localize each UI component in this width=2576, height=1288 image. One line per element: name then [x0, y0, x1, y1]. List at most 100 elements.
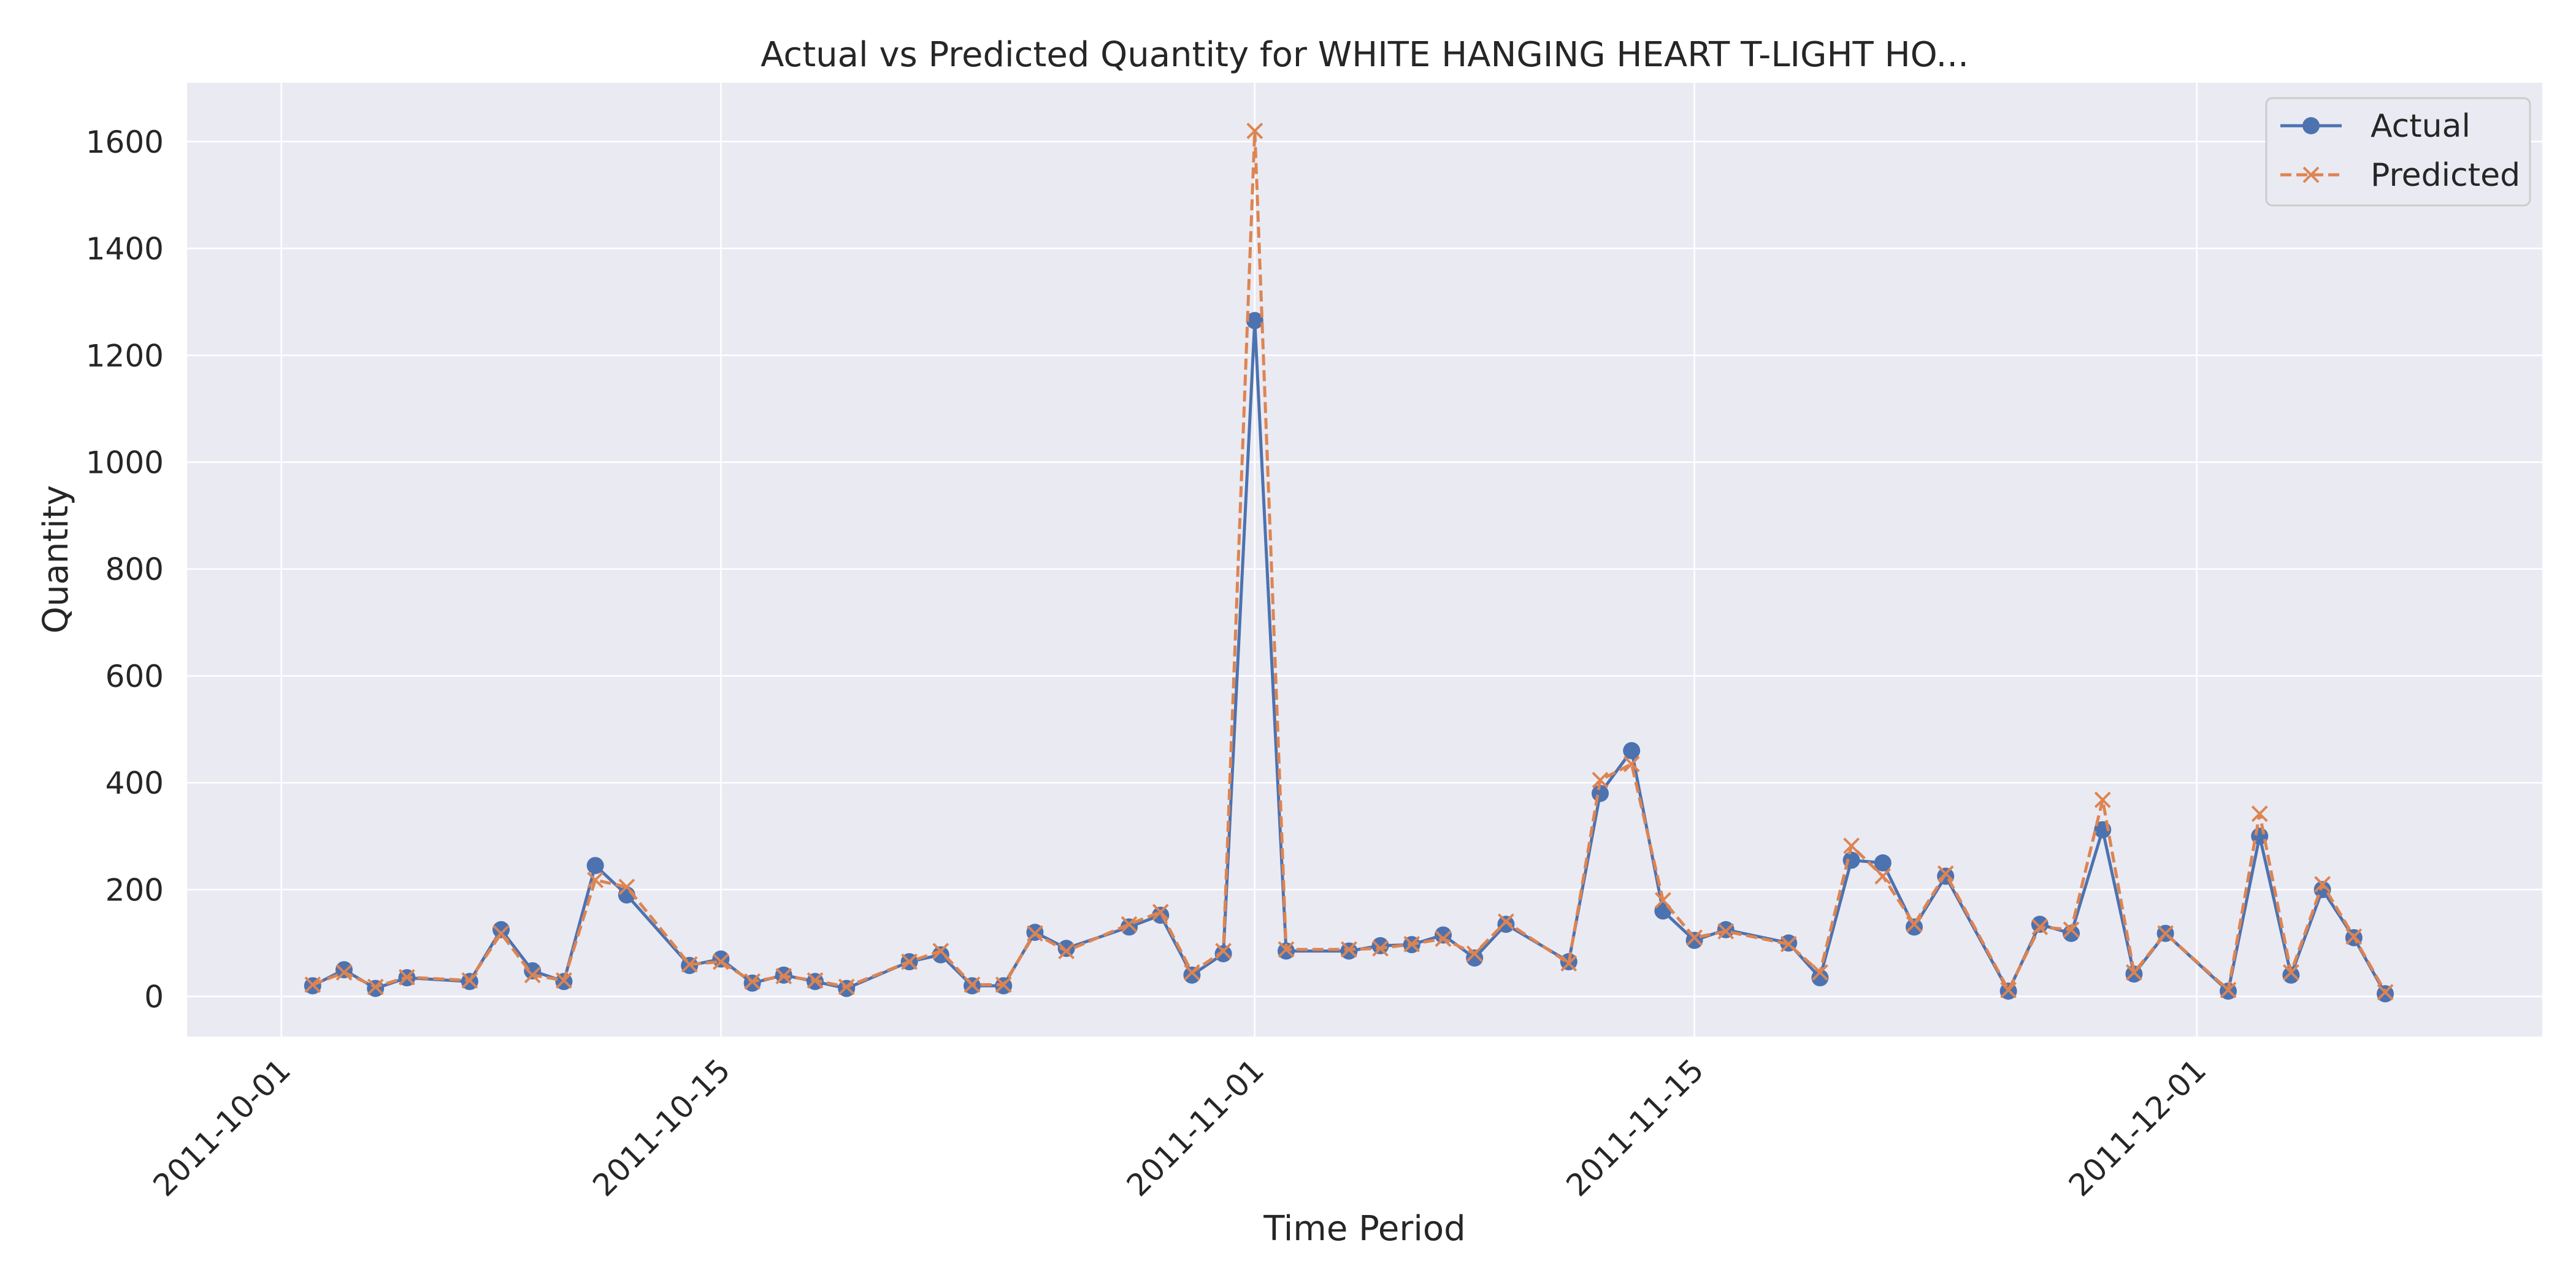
actual-point: [586, 857, 604, 875]
predicted-point: [587, 872, 604, 889]
actual-point: [493, 921, 510, 938]
y-tick-label: 400: [105, 765, 164, 801]
actual-point: [1811, 969, 1829, 987]
actual-point: [932, 946, 949, 964]
predicted-point: [775, 968, 792, 984]
actual-point: [1371, 937, 1389, 954]
actual-point: [1874, 854, 1892, 872]
predicted-point: [1435, 930, 1452, 947]
actual-point: [1906, 918, 1923, 936]
predicted-point: [1780, 935, 1797, 953]
predicted-point: [1937, 865, 1954, 882]
y-tick-label: 1200: [86, 338, 164, 374]
predicted-point: [2282, 964, 2299, 981]
predicted-point: [1592, 772, 1609, 789]
predicted-point: [932, 943, 949, 960]
x-axis-label: Time Period: [1263, 1209, 1465, 1249]
predicted-point: [1497, 913, 1514, 930]
predicted-point: [304, 976, 321, 993]
plot-background: [187, 83, 2542, 1037]
predicted-point: [2125, 964, 2142, 981]
predicted-point: [901, 953, 918, 970]
predicted-point: [461, 972, 478, 989]
predicted-point: [1560, 955, 1577, 972]
predicted-point: [524, 967, 541, 984]
y-tick-label: 600: [105, 659, 164, 694]
predicted-point: [2000, 981, 2017, 999]
predicted-point: [1026, 925, 1043, 942]
legend: Actual Predicted: [2265, 97, 2531, 207]
predicted-point: [2377, 984, 2394, 1001]
actual-point: [1214, 945, 1232, 962]
y-tick-label: 0: [144, 979, 164, 1015]
predicted-point: [807, 972, 824, 989]
y-tick-label: 800: [105, 552, 164, 588]
predicted-point: [493, 925, 510, 942]
legend-predicted-label: Predicted: [2371, 157, 2520, 194]
x-tick-label: 2011-11-15: [1560, 1052, 1711, 1203]
predicted-point: [398, 968, 415, 986]
x-tick-label: 2011-11-01: [1120, 1052, 1271, 1203]
predicted-point: [1874, 868, 1892, 885]
predicted-point: [1811, 964, 1828, 981]
predicted-point: [2157, 925, 2174, 942]
chart-title: Actual vs Predicted Quantity for WHITE H…: [761, 35, 1969, 75]
actual-point: [2282, 966, 2300, 984]
y-tick-label: 1400: [86, 231, 164, 267]
predicted-point: [2063, 921, 2080, 938]
x-tick-label: 2011-12-01: [2062, 1052, 2213, 1203]
predicted-point: [1843, 837, 1860, 854]
predicted-point: [1183, 964, 1200, 981]
predicted-point: [1058, 943, 1075, 960]
predicted-point: [681, 956, 698, 973]
predicted-point: [1152, 903, 1169, 921]
predicted-point: [2031, 918, 2049, 935]
predicted-point: [1403, 935, 1420, 953]
predicted-point: [1372, 940, 1389, 957]
predicted-point: [1340, 941, 1357, 958]
predicted-point: [995, 976, 1012, 993]
legend-x-marker: [2302, 166, 2320, 183]
actual-point: [1057, 940, 1075, 957]
predicted-point: [1686, 929, 1703, 946]
predicted-point: [1246, 122, 1263, 139]
predicted-point: [2251, 805, 2268, 822]
predicted-point: [618, 878, 635, 895]
legend-actual-marker: [2302, 117, 2320, 134]
predicted-point: [2220, 981, 2237, 999]
actual-point: [1623, 742, 1641, 759]
y-tick-label: 1600: [86, 125, 164, 160]
y-tick-label: 1000: [86, 445, 164, 481]
predicted-point: [555, 972, 572, 989]
predicted-point: [1466, 945, 1483, 962]
predicted-point: [964, 976, 981, 993]
predicted-point: [712, 953, 729, 970]
predicted-line: [312, 129, 2387, 993]
predicted-point: [1121, 916, 1138, 933]
predicted-point: [744, 973, 761, 990]
predicted-point: [1215, 943, 1232, 960]
legend-predicted-marker: [2302, 166, 2320, 183]
actual-point: [1466, 949, 1484, 967]
y-axis-label: Quantity: [36, 485, 76, 634]
predicted-point: [1717, 922, 1735, 940]
predicted-point: [1278, 941, 1295, 958]
predicted-point: [335, 964, 353, 981]
predicted-point: [2345, 928, 2363, 945]
predicted-point: [1623, 756, 1640, 773]
legend-actual-label: Actual: [2371, 108, 2471, 145]
grid-lines: [187, 83, 2542, 1037]
actual-point: [1685, 932, 1703, 949]
predicted-point: [2094, 791, 2111, 808]
predicted-point: [367, 978, 384, 995]
predicted-point: [1906, 916, 1923, 933]
series-predicted: [304, 122, 2394, 1001]
predicted-point: [838, 978, 855, 995]
actual-point: [1246, 312, 1263, 329]
actual-point: [1497, 916, 1515, 933]
predicted-point: [2314, 876, 2331, 893]
series-layer: [304, 122, 2394, 1003]
x-tick-label: 2011-10-01: [147, 1052, 297, 1203]
predicted-point: [1654, 892, 1671, 909]
